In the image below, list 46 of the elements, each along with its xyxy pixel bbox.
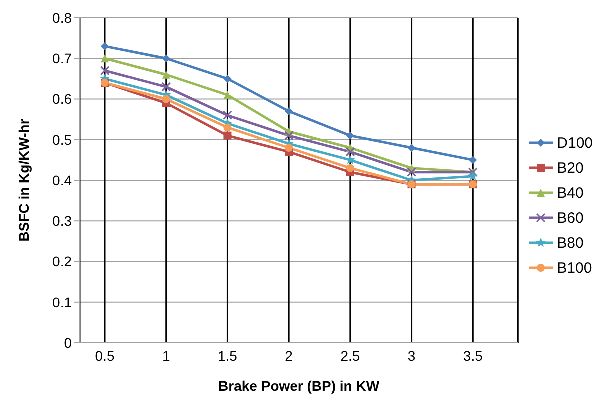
y-tick-label: 0.3 <box>52 213 72 230</box>
legend-label: D100 <box>557 134 593 152</box>
y-tick-label: 0.6 <box>52 91 72 108</box>
x-tick-label: 0.5 <box>95 348 115 364</box>
point <box>224 91 232 100</box>
legend-label: B100 <box>557 260 592 276</box>
point <box>407 168 417 178</box>
point <box>285 144 294 152</box>
point <box>224 132 232 140</box>
point <box>162 95 170 104</box>
point <box>285 107 294 116</box>
x-tick-label: 2 <box>285 348 294 364</box>
point <box>469 156 478 164</box>
y-tick-label: 0.7 <box>52 50 72 67</box>
point <box>224 74 232 83</box>
x-tick-label: 1.5 <box>218 348 238 364</box>
point <box>101 42 109 50</box>
legend-label: B80 <box>557 234 584 252</box>
legend-label: B60 <box>557 210 584 226</box>
y-tick-label: 0.8 <box>52 10 72 26</box>
x-tick-label: 3.5 <box>463 348 484 364</box>
point <box>224 124 232 132</box>
point <box>162 54 170 63</box>
y-tick-label: 0.2 <box>52 254 72 270</box>
point <box>346 164 354 172</box>
y-tick-label: 0.4 <box>52 172 72 188</box>
point <box>162 82 172 92</box>
y-tick-label: 0.1 <box>52 294 72 310</box>
y-tick-label: 0.5 <box>52 132 72 148</box>
x-axis-title: Brake Power (BP) in KW <box>218 378 380 394</box>
legend-label: B20 <box>557 160 584 176</box>
point <box>100 66 110 76</box>
x-tick-label: 2.5 <box>340 348 360 364</box>
point <box>222 110 232 120</box>
legend-label: B40 <box>557 184 584 202</box>
x-tick-label: 1 <box>162 348 170 364</box>
point <box>284 131 294 141</box>
point <box>162 70 170 79</box>
x-tick-label: 3 <box>408 348 416 364</box>
point <box>101 54 109 63</box>
point <box>408 144 416 152</box>
y-tick-label: 0 <box>64 334 72 351</box>
y-axis-title: BSFC in Kg/KW-hr <box>16 118 32 242</box>
point <box>346 132 354 140</box>
point <box>346 147 356 157</box>
point <box>468 171 478 180</box>
